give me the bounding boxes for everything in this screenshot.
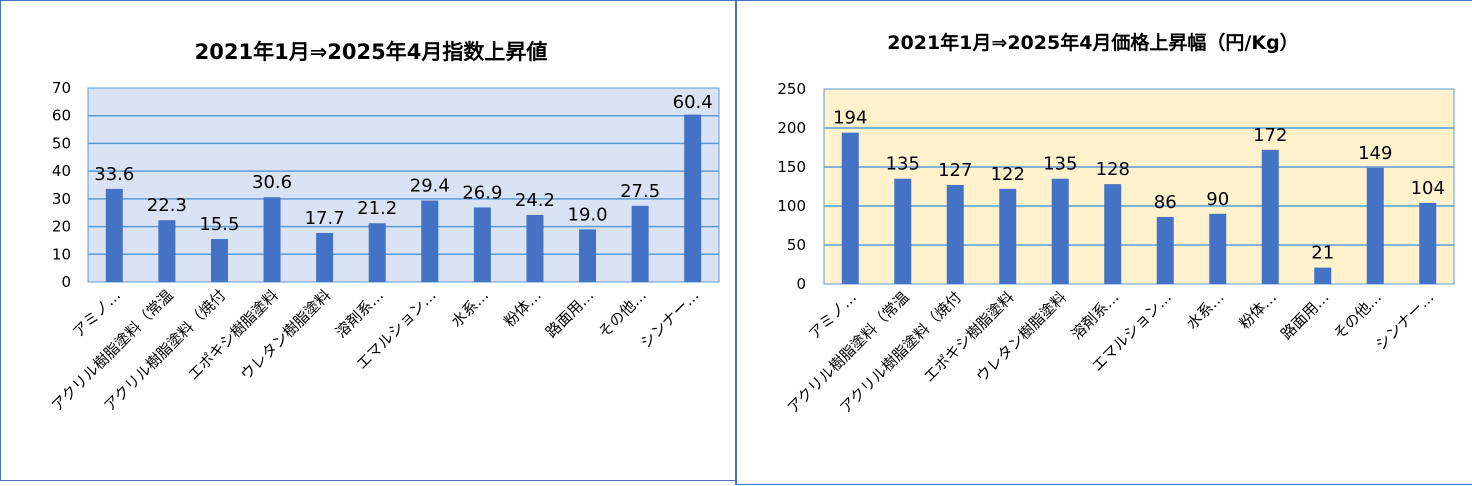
bar — [1051, 178, 1069, 284]
bar — [316, 232, 334, 282]
chart-right-svg: 2021年1月⇒2025年4月価格上昇幅（円/Kg） 0 50 100 150 200 2… — [777, 31, 1455, 417]
data-label: 90 — [1206, 189, 1229, 210]
plot-area — [87, 87, 720, 283]
bar — [841, 132, 859, 284]
bar — [579, 229, 597, 282]
chart-panel-left: 2021年1月⇒2025年4月指数上昇値 0 10 20 30 40 50 60 70 33.6… — [0, 0, 741, 481]
bar — [421, 200, 439, 282]
data-label: 21.2 — [357, 198, 397, 219]
data-label: 149 — [1358, 143, 1392, 164]
y-tick-label: 10 — [52, 245, 71, 263]
bar — [210, 239, 228, 282]
bar — [473, 207, 491, 282]
bar — [999, 188, 1017, 284]
data-label: 30.6 — [252, 172, 292, 193]
data-label: 128 — [1096, 159, 1130, 180]
category-label: ウレタン樹脂塗料 — [972, 288, 1070, 386]
chart-left-title: 2021年1月⇒2025年4月指数上昇値 — [195, 40, 548, 64]
data-label: 135 — [1043, 154, 1077, 175]
bar — [946, 184, 964, 284]
data-label: 122 — [991, 164, 1025, 185]
data-label: 135 — [886, 154, 920, 175]
category-label: 粉体… — [1236, 288, 1281, 333]
data-label: 22.3 — [147, 195, 187, 216]
bar — [1419, 202, 1437, 284]
y-tick-label: 20 — [52, 218, 71, 236]
category-label: エポキシ樹脂塗料 — [920, 288, 1018, 386]
bar — [631, 205, 649, 282]
category-label: エポキシ樹脂塗料 — [184, 286, 282, 384]
bar — [1104, 184, 1122, 284]
chart-left-svg: 2021年1月⇒2025年4月指数上昇値 0 10 20 30 40 50 60 70 33.6… — [48, 40, 720, 415]
category-label: 路面用… — [1277, 288, 1332, 343]
chart-right-title: 2021年1月⇒2025年4月価格上昇幅（円/Kg） — [887, 31, 1298, 54]
bar — [263, 197, 281, 282]
bar — [158, 220, 176, 282]
y-tick-label: 100 — [777, 197, 806, 215]
data-label: 29.4 — [410, 176, 450, 197]
plot-area — [823, 88, 1455, 285]
y-tick-label: 50 — [787, 236, 806, 254]
category-label: 水系… — [1183, 288, 1228, 333]
bar — [1209, 213, 1227, 284]
data-label: 26.9 — [462, 182, 502, 203]
y-tick-label: 250 — [777, 80, 806, 98]
y-tick-label: 0 — [61, 273, 71, 291]
data-label: 21 — [1311, 243, 1334, 264]
bar — [1261, 149, 1279, 284]
y-tick-label: 0 — [796, 275, 806, 293]
category-label: 水系… — [448, 286, 493, 331]
data-label: 19.0 — [568, 204, 608, 225]
data-label: 33.6 — [94, 164, 134, 185]
category-label: 路面用… — [542, 286, 597, 341]
bar — [368, 223, 386, 282]
y-tick-label: 30 — [52, 190, 71, 208]
y-tick-label: 70 — [52, 79, 71, 97]
bar — [1314, 267, 1332, 284]
data-label: 24.2 — [515, 190, 555, 211]
data-label: 194 — [833, 108, 867, 129]
bar — [1366, 167, 1384, 284]
data-label: 104 — [1411, 178, 1445, 199]
chart-panel-right: 2021年1月⇒2025年4月価格上昇幅（円/Kg） 0 50 100 150 200 2… — [735, 0, 1472, 485]
data-label: 17.7 — [305, 208, 345, 229]
bar — [1156, 216, 1174, 284]
category-label: アミノ… — [69, 286, 124, 341]
data-label: 60.4 — [673, 92, 713, 113]
data-label: 27.5 — [620, 181, 660, 202]
y-tick-label: 50 — [52, 134, 71, 152]
data-label: 86 — [1154, 192, 1177, 213]
bar — [894, 178, 912, 284]
y-tick-label: 200 — [777, 119, 806, 137]
category-label: ウレタン樹脂塗料 — [237, 286, 335, 384]
category-label: 粉体… — [500, 286, 545, 331]
bar — [105, 188, 123, 282]
bar — [526, 214, 544, 282]
bar — [684, 114, 702, 282]
y-tick-label: 150 — [777, 158, 806, 176]
y-tick-label: 60 — [52, 107, 71, 125]
data-label: 172 — [1253, 125, 1287, 146]
data-label: 127 — [938, 160, 972, 181]
data-label: 15.5 — [199, 214, 239, 235]
y-tick-label: 40 — [52, 162, 71, 180]
